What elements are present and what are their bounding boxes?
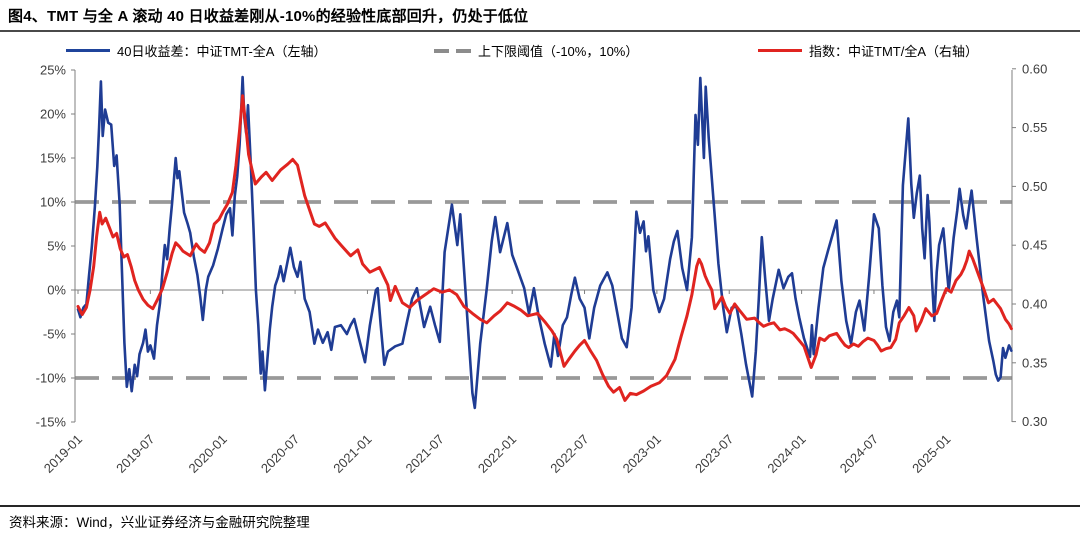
- right-axis-label: 0.35: [1022, 355, 1047, 370]
- left-axis-label: 0%: [47, 283, 66, 298]
- series-line-index-ratio: [76, 94, 1013, 402]
- x-axis-label: 2020-07: [258, 432, 302, 476]
- right-axis-label: 0.55: [1022, 120, 1047, 135]
- chart-area: 25% 20% 15% 10% 5% 0% -5% -10% -15% 0.60 0.55 0.50 0…: [0, 58, 1080, 504]
- x-axis-label: 2019-07: [113, 432, 157, 476]
- footer-rule: [0, 505, 1080, 507]
- x-axis-label: 2023-07: [692, 432, 736, 476]
- x-axis-label: 2023-01: [620, 432, 664, 476]
- right-axis-label: 0.60: [1022, 61, 1047, 76]
- right-axis-label: 0.40: [1022, 297, 1047, 312]
- chart-legend: 40日收益差：中证TMT-全A（左轴） 上下限阈值（-10%，10%） 指数：中…: [0, 41, 1080, 61]
- gray-dash-swatch-icon: [434, 48, 471, 53]
- source-note: 资料来源：Wind，兴业证券经济与金融研究院整理: [9, 515, 310, 530]
- legend-item-threshold: 上下限阈值（-10%，10%）: [434, 41, 638, 60]
- legend-label: 40日收益差：中证TMT-全A（左轴）: [117, 44, 327, 59]
- legend-label: 指数：中证TMT/全A（右轴）: [809, 44, 978, 59]
- left-axis-label: -5%: [43, 327, 67, 342]
- left-axis-label: 10%: [40, 195, 66, 210]
- x-axis-label: 2022-01: [475, 432, 519, 476]
- left-axis-label: -15%: [36, 415, 67, 430]
- right-axis-label: 0.50: [1022, 179, 1047, 194]
- left-axis-label: 20%: [40, 107, 66, 122]
- x-axis-label: 2021-01: [330, 432, 374, 476]
- left-axis-label: 5%: [47, 239, 66, 254]
- x-axis-label: 2024-01: [764, 432, 808, 476]
- x-axis-label: 2024-07: [837, 432, 881, 476]
- figure-title: 图4、TMT 与全 A 滚动 40 日收益差刚从-10%的经验性底部回升，仍处于…: [8, 8, 529, 25]
- x-axis-label: 2022-07: [547, 432, 591, 476]
- x-axis-label: 2025-01: [909, 432, 953, 476]
- red-line-swatch-icon: [758, 49, 802, 52]
- right-axis-label: 0.30: [1022, 414, 1047, 429]
- left-axis-label: -10%: [36, 371, 67, 386]
- legend-label: 上下限阈值（-10%，10%）: [478, 44, 639, 59]
- title-underline: [0, 30, 1080, 32]
- left-axis-label: 25%: [40, 63, 66, 78]
- x-axis-label: 2019-01: [41, 432, 85, 476]
- left-axis-label: 15%: [40, 151, 66, 166]
- blue-line-swatch-icon: [66, 49, 110, 52]
- x-axis-label: 2020-01: [185, 432, 229, 476]
- series-line-return-diff: [76, 75, 1013, 410]
- legend-item-return-diff: 40日收益差：中证TMT-全A（左轴）: [66, 41, 326, 60]
- right-axis-label: 0.45: [1022, 238, 1047, 253]
- x-axis-label: 2021-07: [403, 432, 447, 476]
- legend-item-index-ratio: 指数：中证TMT/全A（右轴）: [758, 41, 978, 60]
- chart-svg: 25% 20% 15% 10% 5% 0% -5% -10% -15% 0.60 0.55 0.50 0…: [36, 61, 1048, 476]
